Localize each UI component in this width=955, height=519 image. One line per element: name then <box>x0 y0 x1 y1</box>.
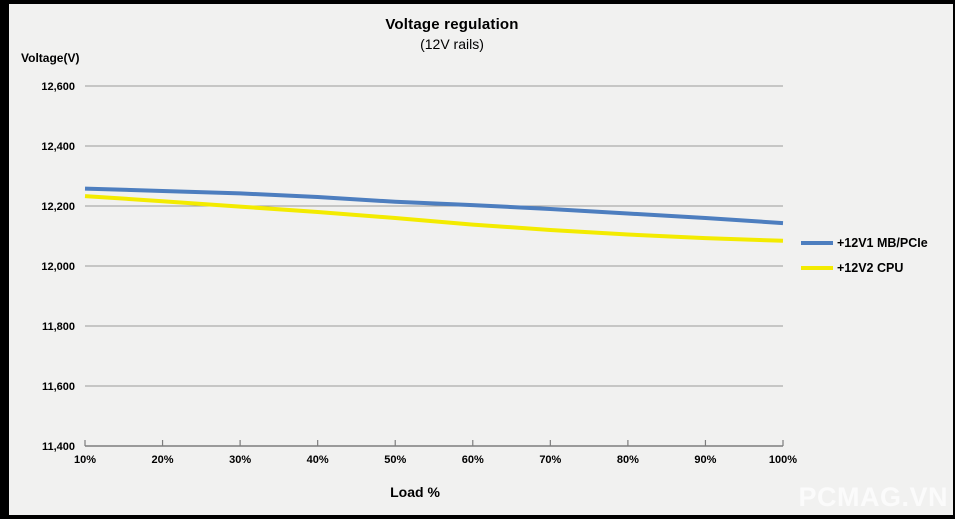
x-tick-label: 70% <box>539 454 561 466</box>
y-tick-label: 12,200 <box>41 201 75 213</box>
y-tick-label: 11,800 <box>42 321 75 333</box>
legend-line-swatch-12v2 <box>801 265 833 270</box>
series-line-12v2-cpu <box>84 194 784 243</box>
x-tick-label: 10% <box>74 454 96 466</box>
x-tick-label: 90% <box>694 454 716 466</box>
y-axis-title: Voltage(V) <box>21 51 80 65</box>
legend-item-12v1: +12V1 MB/PCIe <box>801 234 928 251</box>
y-tick-label: 12,600 <box>41 81 75 93</box>
legend-line-swatch-12v1 <box>801 240 833 245</box>
chart-subtitle: (12V rails) <box>420 36 484 52</box>
legend: +12V1 MB/PCIe +12V2 CPU <box>801 234 928 284</box>
x-tick-label: 100% <box>769 454 797 466</box>
x-tick-label: 40% <box>307 454 329 466</box>
x-tick-label: 30% <box>229 454 251 466</box>
x-tick-label: 20% <box>152 454 174 466</box>
x-tick-label: 60% <box>462 454 484 466</box>
legend-label-12v1: +12V1 MB/PCIe <box>837 235 928 250</box>
y-tick-label: 12,000 <box>41 261 75 273</box>
y-tick-label: 12,400 <box>41 141 75 153</box>
legend-item-12v2: +12V2 CPU <box>801 259 928 276</box>
x-tick-label: 80% <box>617 454 639 466</box>
series-line-12v1-mb-pcie <box>84 186 784 226</box>
y-tick-label: 11,600 <box>42 381 75 393</box>
chart-title: Voltage regulation <box>385 16 519 33</box>
x-axis-title: Load % <box>390 484 440 500</box>
x-tick-label: 50% <box>384 454 406 466</box>
legend-label-12v2: +12V2 CPU <box>837 260 904 275</box>
watermark-pcmag: PCMAG.VN <box>798 482 948 512</box>
y-tick-label: 11,400 <box>42 441 75 453</box>
chart-title-block: Voltage regulation (12V rails) <box>0 15 904 53</box>
